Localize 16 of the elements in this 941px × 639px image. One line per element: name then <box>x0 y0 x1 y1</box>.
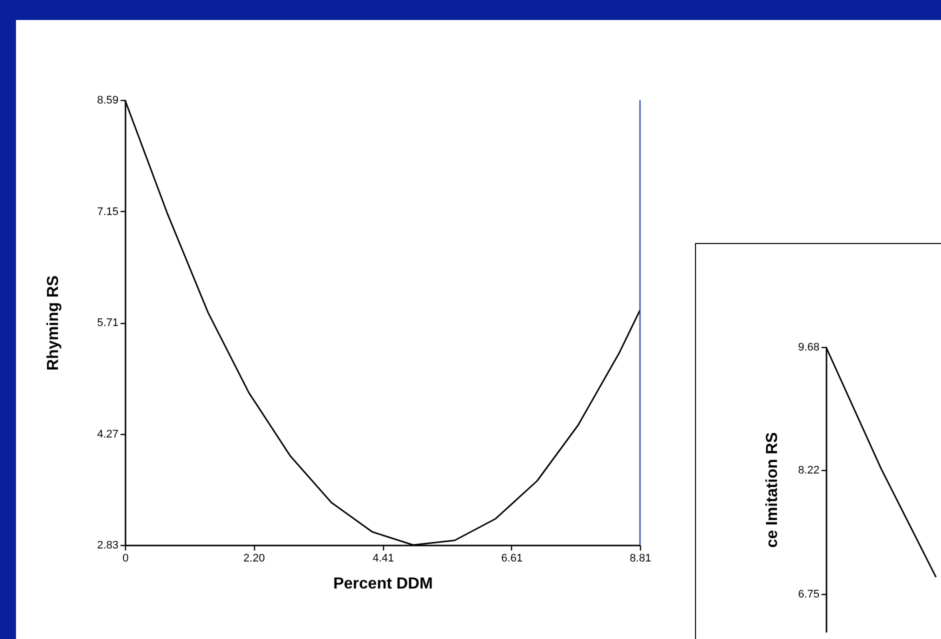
y-tick-label: 4.27 <box>97 428 118 440</box>
x-tick-label: 2.20 <box>243 552 265 564</box>
x-tick-label: 4.41 <box>372 552 394 564</box>
y-tick-label: 7.15 <box>97 206 118 218</box>
x-axis-title: Percent DDM <box>333 576 433 592</box>
x-tick-label: 6.61 <box>501 552 523 564</box>
y-tick-label: 2.83 <box>97 540 118 552</box>
x-tick-label: 8.81 <box>630 552 652 564</box>
y-tick-label: 6.75 <box>798 588 820 601</box>
y-axis-title: Rhyming RS <box>45 275 62 371</box>
y-tick-label: 9.68 <box>798 342 820 354</box>
y-tick-label: 5.71 <box>97 317 118 329</box>
y-tick-label: 8.22 <box>798 464 820 477</box>
y-tick-label: 8.59 <box>97 94 118 106</box>
y-axis-title: ce Imitation RS <box>764 432 782 548</box>
x-tick-label: 0 <box>122 552 129 564</box>
